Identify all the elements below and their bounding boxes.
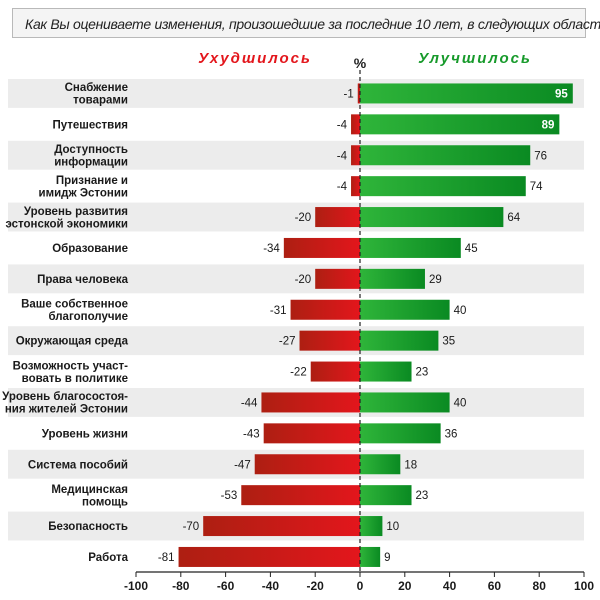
x-tick-label: -40 (262, 579, 280, 593)
value-label-positive: 95 (555, 88, 568, 100)
x-tick-label: 60 (488, 579, 502, 593)
bar-negative (315, 268, 360, 289)
bar-negative (261, 392, 360, 413)
x-tick-label: 80 (533, 579, 547, 593)
x-tick-label: -60 (217, 579, 235, 593)
category-label: Уровень развития эстонской экономики (5, 206, 128, 231)
value-label-negative: -4 (337, 119, 348, 131)
x-tick-label: 40 (443, 579, 457, 593)
category-label: Образование (52, 243, 128, 255)
bar-positive (360, 454, 401, 475)
bar-negative (203, 516, 360, 537)
x-tick-label: -20 (307, 579, 325, 593)
bar-positive (360, 299, 450, 320)
category-label: Ваше собственное благополучие (21, 299, 128, 324)
bar-positive (360, 330, 439, 351)
category-label: Возможность участ-вовать в политике (13, 360, 129, 385)
x-tick-label: 20 (398, 579, 412, 593)
value-label-positive: 64 (507, 212, 520, 224)
value-label-positive: 89 (542, 119, 555, 131)
bar-negative (178, 546, 360, 567)
category-label: Медицинская помощь (51, 484, 128, 509)
value-label-positive: 29 (429, 274, 442, 286)
bar-negative (351, 114, 360, 135)
value-label-negative: -31 (270, 305, 287, 317)
value-label-negative: -4 (337, 181, 348, 193)
value-label-positive: 40 (454, 397, 467, 409)
bar-positive (360, 392, 450, 413)
value-label-negative: -70 (183, 521, 200, 533)
x-tick-label: -100 (124, 579, 148, 593)
value-label-positive: 23 (416, 367, 429, 379)
bar-positive (360, 516, 383, 537)
bar-negative (254, 454, 360, 475)
value-label-negative: -34 (263, 243, 280, 255)
value-label-negative: -22 (290, 367, 307, 379)
value-label-negative: -44 (241, 397, 258, 409)
bar-negative (310, 361, 360, 382)
bar-positive (360, 207, 504, 228)
bar-negative (351, 176, 360, 197)
value-label-positive: 9 (384, 552, 390, 564)
bar-negative (357, 83, 360, 104)
category-label: Уровень благосостоя-ния жителей Эстонии (2, 391, 128, 416)
bar-negative (241, 485, 360, 506)
category-label: Права человека (37, 274, 129, 286)
bar-positive (360, 423, 441, 444)
value-label-positive: 76 (534, 150, 547, 162)
value-label-positive: 35 (442, 336, 455, 348)
percent-unit: % (353, 55, 367, 71)
bar-negative (290, 299, 360, 320)
question-title-box: Как Вы оцениваете изменения, произошедши… (12, 8, 600, 38)
value-label-positive: 40 (454, 305, 467, 317)
category-label: Уровень жизни (42, 428, 128, 440)
value-label-positive: 74 (530, 181, 543, 193)
bar-positive (360, 114, 560, 135)
category-label: Работа (88, 552, 128, 564)
value-label-positive: 36 (445, 428, 458, 440)
x-tick-label: 0 (357, 579, 364, 593)
bar-positive (360, 268, 425, 289)
bar-positive (360, 176, 526, 197)
question-title: Как Вы оцениваете изменения, произошедши… (25, 16, 600, 32)
value-label-negative: -53 (221, 490, 238, 502)
value-label-negative: -47 (234, 459, 251, 471)
bar-positive (360, 237, 461, 258)
bar-positive (360, 361, 412, 382)
value-label-positive: 18 (404, 459, 417, 471)
x-tick-label: -80 (172, 579, 190, 593)
bar-positive (360, 546, 381, 567)
category-label: Система пособий (28, 459, 128, 471)
value-label-positive: 10 (386, 521, 399, 533)
value-label-negative: -1 (344, 88, 354, 100)
value-label-negative: -43 (243, 428, 260, 440)
row-band (8, 264, 584, 294)
bar-positive (360, 485, 412, 506)
bar-negative (351, 145, 360, 166)
bar-negative (315, 207, 360, 228)
value-label-negative: -81 (158, 552, 175, 564)
category-label: Доступность информации (54, 144, 128, 169)
value-label-positive: 23 (416, 490, 429, 502)
category-label: Снабжение товарами (65, 82, 128, 107)
category-label: Путешествия (52, 119, 128, 131)
category-label: Окружающая среда (16, 336, 129, 348)
x-tick-label: 100 (574, 579, 594, 593)
value-label-negative: -4 (337, 150, 348, 162)
row-band (8, 326, 584, 356)
bar-negative (283, 237, 360, 258)
value-label-negative: -27 (279, 336, 296, 348)
category-label: Признание и имидж Эстонии (39, 175, 128, 200)
bar-positive (360, 145, 531, 166)
category-label: Безопасность (48, 521, 128, 533)
bar-positive (360, 83, 573, 104)
value-label-negative: -20 (295, 274, 312, 286)
bar-negative (299, 330, 360, 351)
positive-header: Улучшилось (418, 50, 532, 67)
value-label-negative: -20 (295, 212, 312, 224)
negative-header: Ухудшилось (198, 50, 312, 67)
value-label-positive: 45 (465, 243, 478, 255)
bar-negative (263, 423, 360, 444)
